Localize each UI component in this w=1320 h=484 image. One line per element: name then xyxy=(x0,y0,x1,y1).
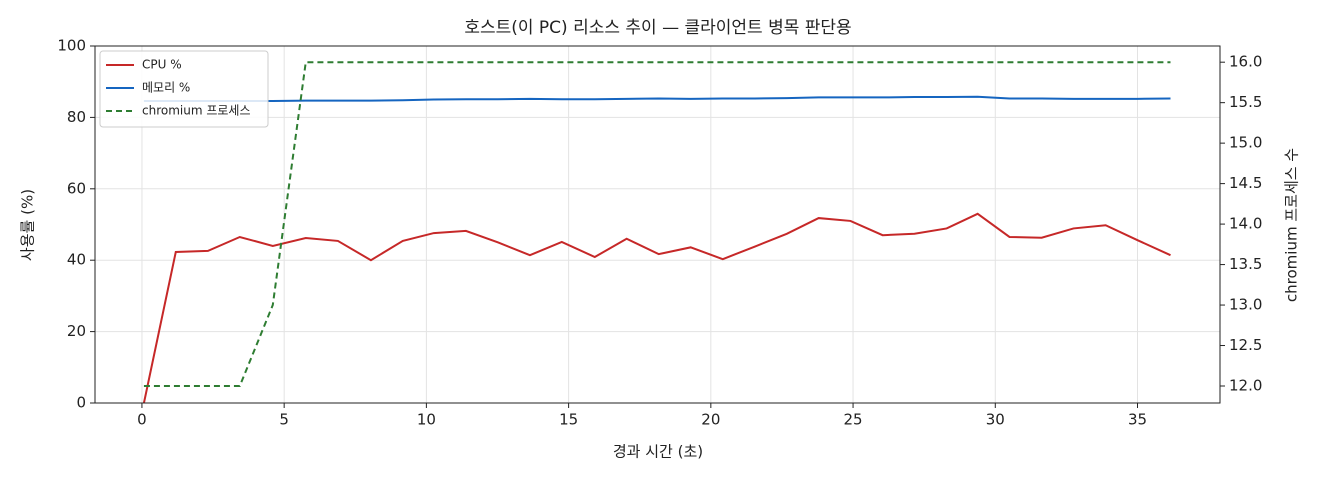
y2-tick-label: 16.0 xyxy=(1229,53,1262,71)
y2-tick-label: 13.0 xyxy=(1229,296,1262,314)
x-tick-label: 30 xyxy=(986,411,1005,429)
y2-tick-label: 15.5 xyxy=(1229,93,1262,111)
legend-label: 메모리 % xyxy=(142,81,190,95)
legend-label: chromium 프로세스 xyxy=(142,104,251,118)
y-tick-label: 80 xyxy=(67,108,86,126)
x-tick-label: 20 xyxy=(701,411,720,429)
x-tick-label: 5 xyxy=(279,411,289,429)
y-tick-label: 20 xyxy=(67,322,86,340)
x-tick-label: 35 xyxy=(1128,411,1147,429)
series-line xyxy=(143,61,1171,387)
y2-tick-label: 13.5 xyxy=(1229,255,1262,273)
x-axis-label: 경과 시간 (초) xyxy=(613,443,703,461)
x-tick-label: 10 xyxy=(417,411,436,429)
y-tick-label: 0 xyxy=(76,394,86,412)
y-tick-label: 100 xyxy=(57,37,86,55)
y2-tick-label: 15.0 xyxy=(1229,134,1262,152)
legend-label: CPU % xyxy=(142,58,182,72)
y2-tick-label: 12.0 xyxy=(1229,377,1262,395)
y-tick-label: 60 xyxy=(67,179,86,197)
y2-tick-label: 14.0 xyxy=(1229,215,1262,233)
x-tick-label: 25 xyxy=(844,411,863,429)
legend-box xyxy=(99,50,269,128)
y-tick-label: 40 xyxy=(67,251,86,269)
series-line xyxy=(142,212,1171,404)
y2-tick-label: 14.5 xyxy=(1229,174,1262,192)
y2-axis-label: chromium 프로세스 수 xyxy=(1283,148,1301,302)
y-axis-label: 사용률 (%) xyxy=(19,189,37,261)
series-line xyxy=(143,95,1171,102)
y2-tick-label: 12.5 xyxy=(1229,336,1262,354)
chart-title: 호스트(이 PC) 리소스 추이 — 클라이언트 병목 판단용 xyxy=(464,18,851,38)
legend: CPU % 메모리 % chromium 프로세스 xyxy=(99,50,269,128)
x-tick-label: 15 xyxy=(559,411,578,429)
x-tick-label: 0 xyxy=(137,411,147,429)
plot-frame xyxy=(94,45,1221,404)
